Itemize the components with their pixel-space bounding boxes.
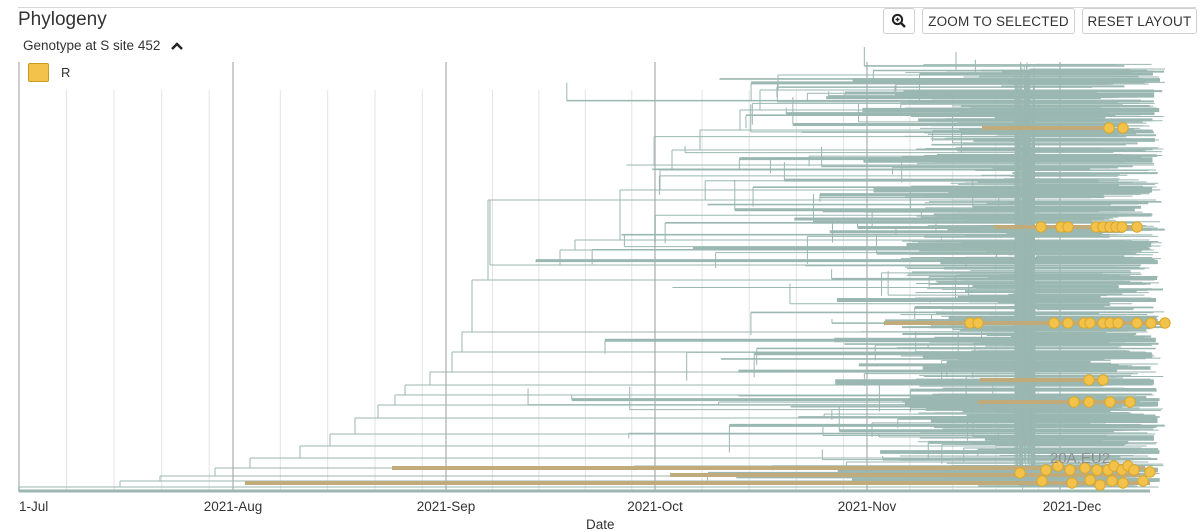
x-axis-ticks: 1-Jul 2021-Aug 2021-Sep 2021-Oct 2021-Nov 202… xyxy=(19,499,1102,514)
tip-marker-r xyxy=(972,317,984,329)
color-by-label: Genotype at S site 452 xyxy=(23,38,161,53)
tip-marker-r xyxy=(1052,460,1064,472)
tip-marker-r xyxy=(1116,221,1128,233)
reset-layout-button[interactable]: RESET LAYOUT xyxy=(1082,8,1197,34)
tip-marker-r xyxy=(1131,221,1143,233)
tip-marker-r xyxy=(1124,396,1136,408)
x-tick-label: 1-Jul xyxy=(19,499,48,514)
tip-marker-r xyxy=(1144,466,1156,478)
zoom-button[interactable] xyxy=(883,8,915,34)
legend-item-r[interactable]: R xyxy=(28,63,70,82)
tip-marker-r xyxy=(1036,475,1048,487)
tip-marker-r xyxy=(1084,474,1096,486)
tip-marker-r xyxy=(1064,464,1076,476)
clade-label: 20A.EU2 xyxy=(1050,450,1110,467)
x-tick-label: 2021-Aug xyxy=(204,499,263,514)
tip-marker-r xyxy=(1040,464,1052,476)
tip-marker-r xyxy=(1106,475,1118,487)
tip-marker-r xyxy=(1117,122,1129,134)
tip-marker-r xyxy=(1035,221,1047,233)
x-tick-label: 2021-Nov xyxy=(838,499,897,514)
panel-title: Phylogeny xyxy=(18,9,107,30)
magnifier-icon xyxy=(891,13,906,28)
x-tick-label: 2021-Dec xyxy=(1043,499,1102,514)
tip-marker-r xyxy=(1159,317,1171,329)
tip-marker-r xyxy=(1137,475,1149,487)
tip-marker-r xyxy=(1145,317,1157,329)
tip-marker-r xyxy=(1128,464,1140,476)
tip-marker-r xyxy=(1014,467,1026,479)
tip-marker-r xyxy=(1048,317,1060,329)
tip-marker-r xyxy=(1104,396,1116,408)
tip-marker-r xyxy=(1083,374,1095,386)
tree-branches[interactable] xyxy=(18,47,1165,493)
grid-lines xyxy=(18,62,1061,492)
panel-top-rule xyxy=(18,7,1196,8)
tip-marker-r xyxy=(1112,317,1124,329)
tip-marker-r xyxy=(1083,396,1095,408)
tree-tips[interactable] xyxy=(964,122,1171,491)
zoom-to-selected-button[interactable]: ZOOM TO SELECTED xyxy=(922,8,1075,34)
tip-marker-r xyxy=(1084,317,1096,329)
color-by-toggle[interactable]: Genotype at S site 452 xyxy=(23,38,184,53)
tip-marker-r xyxy=(1068,396,1080,408)
x-tick-label: 2021-Sep xyxy=(417,499,476,514)
legend-label: R xyxy=(61,65,71,80)
tip-marker-r xyxy=(1062,221,1074,233)
tip-marker-r xyxy=(1094,479,1106,491)
tip-marker-r xyxy=(1117,477,1129,489)
tip-marker-r xyxy=(1103,122,1115,134)
tip-marker-r xyxy=(1079,462,1091,474)
tip-marker-r xyxy=(1091,464,1103,476)
chevron-up-icon xyxy=(171,41,184,50)
tip-marker-r xyxy=(1131,317,1143,329)
tip-marker-r xyxy=(1066,477,1078,489)
x-axis-label: Date xyxy=(586,517,615,532)
tip-marker-r xyxy=(1097,374,1109,386)
tip-marker-r xyxy=(1062,317,1074,329)
x-tick-label: 2021-Oct xyxy=(627,499,683,514)
legend-swatch xyxy=(28,63,49,82)
